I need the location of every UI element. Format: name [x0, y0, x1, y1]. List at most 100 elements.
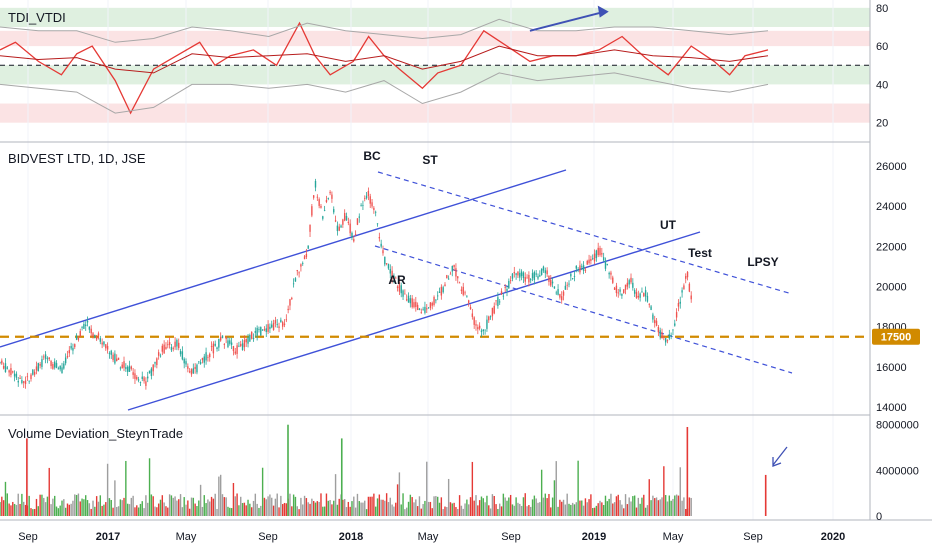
volume-bar [68, 504, 71, 516]
volume-bar [254, 493, 257, 516]
candle-body [72, 347, 74, 351]
candle-body [232, 346, 235, 352]
volume-bar [74, 494, 76, 516]
candle-body [468, 300, 470, 303]
candle-body [630, 277, 632, 283]
candle-body [626, 282, 629, 287]
volume-bar [325, 493, 328, 516]
volume-bar [535, 498, 537, 516]
volume-bar [351, 501, 353, 516]
candle-body [66, 355, 69, 358]
channel-lower [127, 231, 701, 411]
candle-body [471, 313, 474, 317]
candle-body [320, 205, 322, 208]
candle-body [593, 253, 596, 262]
candle-body [663, 336, 665, 338]
candle-body [269, 326, 271, 329]
volume-bar [283, 502, 286, 516]
candle-body [416, 304, 419, 310]
volume-bar [161, 495, 164, 516]
descending-channel-lower [374, 245, 793, 374]
volume-bar [174, 496, 176, 516]
candle-body [553, 286, 556, 289]
volume-bar [624, 494, 627, 516]
volume-bar [499, 503, 501, 516]
volume-bar [345, 507, 348, 516]
candle-body [345, 216, 348, 221]
volume-bar [380, 499, 382, 516]
volume-bar [440, 497, 443, 516]
candle-body [174, 341, 176, 348]
volume-bar [50, 504, 52, 516]
volume-bar [178, 499, 180, 516]
volume-bar [568, 503, 570, 516]
candle-body [380, 243, 382, 247]
volume-bar [245, 505, 247, 516]
candle-body [484, 329, 486, 331]
volume-bar [493, 496, 495, 516]
volume-bar [294, 496, 297, 516]
volume-bar [28, 495, 30, 516]
candle-body [480, 330, 483, 333]
annotation-lpsy: LPSY [747, 255, 778, 269]
volume-bar [573, 504, 576, 516]
candle-body [123, 361, 125, 368]
volume-bar [619, 500, 621, 516]
volume-bar [544, 493, 547, 516]
candle-body [106, 345, 109, 350]
candle-body [214, 343, 216, 346]
volume-bar [520, 505, 523, 516]
volume-bar [508, 497, 510, 516]
volume-bar [358, 501, 360, 516]
time-tick: 2018 [339, 531, 363, 543]
candle-body [101, 342, 103, 345]
candle-body [274, 320, 277, 324]
volume-bar [39, 494, 41, 516]
volume-bar [384, 500, 386, 516]
volume-bar [530, 506, 532, 516]
candle-body [263, 329, 266, 331]
candle-body [453, 264, 455, 268]
volume-bar [106, 463, 109, 516]
candle-body [674, 323, 676, 326]
volume-bar [6, 493, 8, 516]
candle-body [597, 247, 599, 256]
volume-bar [154, 506, 156, 516]
candle-body [367, 190, 370, 196]
candle-body [63, 363, 65, 369]
candle-body [256, 327, 258, 336]
candle-body [457, 276, 459, 279]
candle-body [613, 287, 616, 290]
volume-tick: 4000000 [876, 465, 919, 477]
volume-bar [469, 497, 472, 516]
candle-body [81, 327, 83, 328]
volume-bar [128, 504, 131, 516]
volume-bar [41, 494, 43, 516]
candle-body [657, 327, 660, 333]
candle-body [205, 352, 207, 361]
price-tick: 24000 [876, 201, 907, 213]
volume-bar [94, 506, 96, 516]
candle-body [515, 273, 517, 275]
volume-bar [314, 502, 317, 516]
candle-body [568, 283, 570, 285]
candle-body [126, 366, 129, 372]
candle-body [198, 361, 200, 363]
volume-bar [66, 503, 69, 516]
volume-bar [81, 498, 83, 516]
volume-bar [655, 497, 658, 516]
candle-body [385, 263, 388, 265]
volume-bar [70, 503, 72, 516]
candle-body [267, 324, 269, 332]
volume-bar [584, 498, 587, 516]
candle-body [555, 292, 557, 294]
volume-title: Volume Deviation_SteynTrade [8, 426, 183, 441]
volume-bar [491, 494, 494, 516]
volume-bar [12, 501, 14, 516]
volume-bar [33, 509, 36, 516]
volume-bar [285, 503, 288, 516]
candle-body [668, 334, 671, 339]
volume-bar [85, 495, 87, 516]
candle-body [249, 335, 251, 342]
